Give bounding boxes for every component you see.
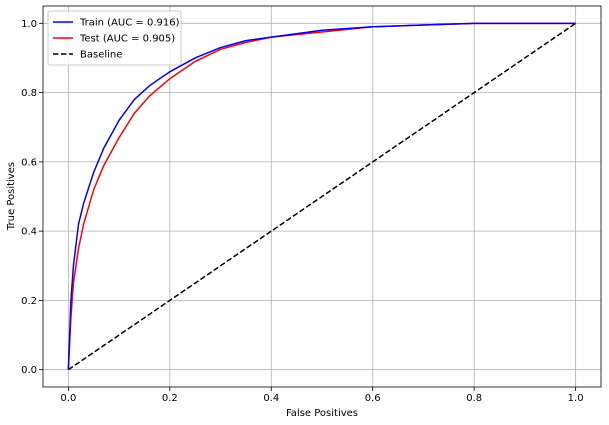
y-tick-label: 0.0 bbox=[21, 365, 37, 376]
legend-label: Test (AUC = 0.905) bbox=[79, 34, 175, 45]
x-tick-label: 0.6 bbox=[365, 393, 381, 404]
y-tick-label: 0.6 bbox=[21, 157, 37, 168]
x-tick-label: 0.4 bbox=[263, 393, 279, 404]
legend-label: Baseline bbox=[80, 50, 122, 61]
roc-line bbox=[67, 22, 576, 370]
roc-line bbox=[67, 22, 577, 371]
x-tick-label: 0.8 bbox=[466, 393, 482, 404]
x-tick-label: 0.0 bbox=[60, 393, 76, 404]
y-axis-label: True Positives bbox=[6, 162, 17, 231]
x-tick-label: 1.0 bbox=[568, 393, 584, 404]
y-tick-label: 0.4 bbox=[21, 227, 37, 238]
x-tick-label: 0.2 bbox=[162, 393, 178, 404]
legend-box bbox=[47, 10, 182, 66]
y-tick-label: 0.8 bbox=[21, 88, 37, 99]
legend-label: Train (AUC = 0.916) bbox=[79, 18, 180, 29]
x-axis-label: False Positives bbox=[286, 408, 358, 419]
plot-frame bbox=[42, 5, 602, 388]
y-tick-label: 1.0 bbox=[21, 19, 37, 30]
y-tick-label: 0.2 bbox=[21, 296, 37, 307]
legend: Train (AUC = 0.916) Test (AUC = 0.905) Bas… bbox=[47, 10, 182, 66]
